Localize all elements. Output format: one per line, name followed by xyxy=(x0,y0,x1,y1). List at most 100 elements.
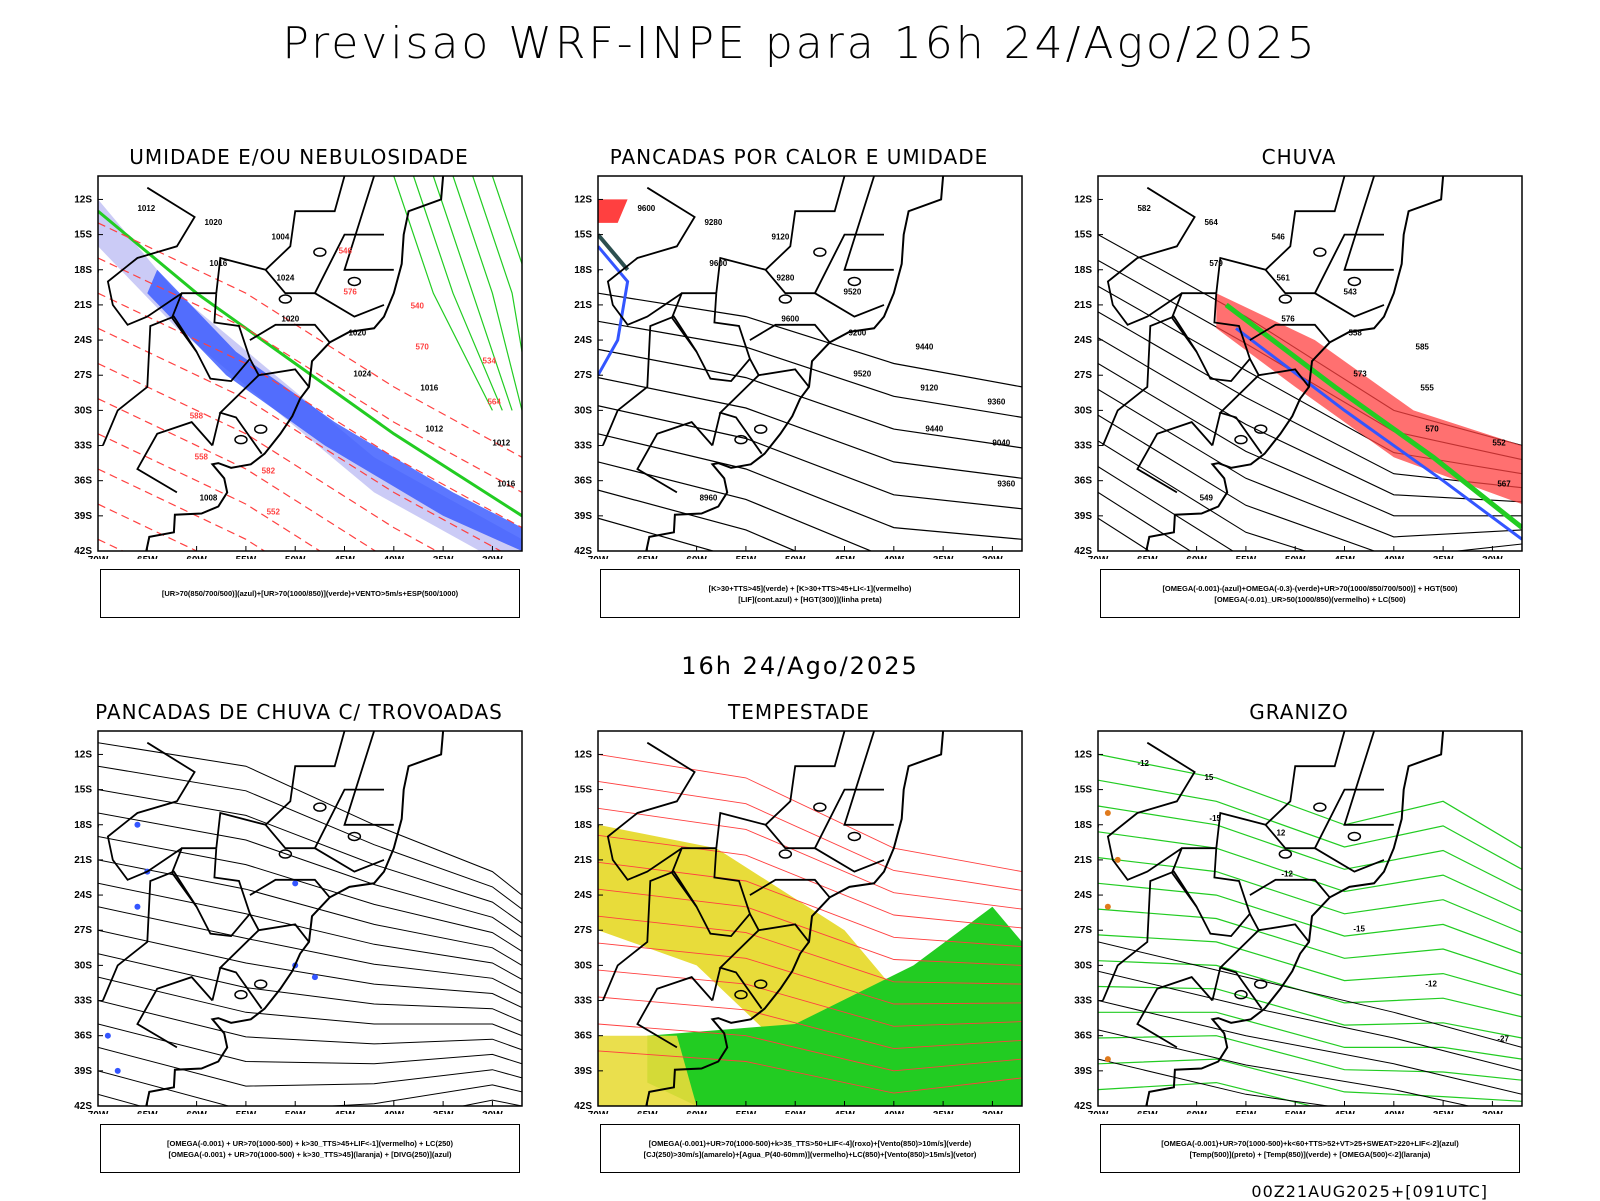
lake-outline xyxy=(278,294,293,304)
lon-tick-label: 35W xyxy=(433,555,454,559)
lat-tick-label: 30S xyxy=(1074,405,1092,416)
lon-tick-label: 30W xyxy=(482,1110,503,1114)
lake-outline xyxy=(1313,802,1327,812)
contour-label: 582 xyxy=(1137,204,1151,213)
country-border xyxy=(1106,186,1196,326)
lat-tick-label: 39S xyxy=(74,511,92,522)
east-coastline xyxy=(645,176,945,551)
divergence-spot xyxy=(311,974,318,981)
country-border xyxy=(715,256,766,294)
country-border xyxy=(670,292,751,383)
country-border xyxy=(211,967,222,1001)
contour-label: 1008 xyxy=(200,494,218,503)
contour-label: 1016 xyxy=(209,259,227,268)
lat-tick-label: 42S xyxy=(574,1101,592,1112)
lake-outline xyxy=(1234,989,1248,1000)
thickness-contour xyxy=(98,222,522,458)
wind-contour xyxy=(472,176,522,356)
contour-label: 555 xyxy=(1420,383,1434,392)
lat-tick-label: 36S xyxy=(574,1031,592,1042)
lon-tick-label: 50W xyxy=(1285,555,1306,559)
lake-outline xyxy=(253,979,268,989)
legend-line-1: [OMEGA(-0.001)-(azul)+OMEGA(-0.3)-(verde… xyxy=(1162,583,1458,593)
contour-label: 9280 xyxy=(776,273,794,282)
contour-label: 576 xyxy=(344,287,358,296)
legend-line-2: [LIF](cont.azul) + [HGT(300)](linha pret… xyxy=(738,594,882,604)
divergence-spot xyxy=(292,880,299,887)
map-svg: 582 579 576 573 570 567 564 561 558 555 552 549 546 5… xyxy=(1074,175,1523,559)
lat-tick-label: 24S xyxy=(574,335,592,346)
lon-tick-label: 55W xyxy=(1236,555,1257,559)
lat-tick-label: 30S xyxy=(74,405,92,416)
contour-label: 558 xyxy=(195,453,209,462)
streamline-850 xyxy=(598,753,1022,873)
country-border xyxy=(218,929,263,1010)
temp850-contour xyxy=(1098,1081,1314,1106)
panel-title: TEMPESTADE xyxy=(728,700,870,724)
contour-label: 8960 xyxy=(700,494,718,503)
lat-tick-label: 12S xyxy=(574,194,592,205)
instability-area xyxy=(598,199,628,223)
contour-label: 552 xyxy=(267,508,281,517)
lat-tick-label: 39S xyxy=(574,511,592,522)
map-frame xyxy=(97,175,523,552)
hgt500-contour xyxy=(1098,337,1522,503)
lat-tick-label: 15S xyxy=(574,785,592,796)
page-title: Previsao WRF-INPE para 16h 24/Ago/2025 xyxy=(282,18,1318,69)
country-border xyxy=(715,811,766,849)
lon-tick-label: 35W xyxy=(933,555,954,559)
lat-tick-label: 12S xyxy=(1074,194,1092,205)
hgt500-contour xyxy=(1098,388,1522,538)
contour-label: 540 xyxy=(411,301,425,310)
contour-label: 9600 xyxy=(637,204,655,213)
country-border xyxy=(1218,374,1263,455)
lon-tick-label: 45W xyxy=(1334,555,1355,559)
lon-tick-label: 30W xyxy=(1482,555,1503,559)
lat-tick-label: 27S xyxy=(74,370,92,381)
contour-label: 588 xyxy=(190,412,204,421)
lon-tick-label: 60W xyxy=(186,555,207,559)
humidity-core xyxy=(147,269,522,551)
lat-tick-label: 39S xyxy=(1074,511,1092,522)
lat-tick-label: 36S xyxy=(74,1031,92,1042)
contour-label: 576 xyxy=(1281,314,1295,323)
streamline-850 xyxy=(598,915,1022,985)
east-coastline xyxy=(145,731,445,1106)
panel-title: CHUVA xyxy=(1261,145,1337,169)
contour-label: 1012 xyxy=(492,439,510,448)
contour-label: 9520 xyxy=(853,369,871,378)
east-coastline xyxy=(645,731,945,1106)
lake-outline xyxy=(313,247,327,257)
country-border xyxy=(218,374,263,455)
temp850-contour xyxy=(1098,1058,1522,1102)
map-tempestade: 12S 15S 18S 21S 24S 27S 30S 33S 36S 39S 42S70W 65W 6… xyxy=(554,724,1044,1114)
east-coastline xyxy=(1145,176,1445,551)
contour-label: 543 xyxy=(1344,287,1358,296)
lat-tick-label: 15S xyxy=(74,785,92,796)
lon-tick-label: 40W xyxy=(384,1110,405,1114)
contour-label: -15 xyxy=(1209,814,1221,823)
divergence-spot xyxy=(104,1032,111,1039)
contour-label: 9360 xyxy=(987,398,1005,407)
lat-tick-label: 42S xyxy=(74,546,92,557)
contour-label: 1004 xyxy=(272,232,290,241)
map-svg: 1012 1016 1020 1024 1012 1016 1020 1024 1020 1016… xyxy=(74,175,523,559)
lake-outline xyxy=(734,989,748,1000)
contour-label: 15 xyxy=(1204,773,1213,782)
lake-outline xyxy=(778,294,793,304)
lat-tick-label: 30S xyxy=(574,960,592,971)
lat-tick-label: 27S xyxy=(1074,370,1092,381)
divergence-spot xyxy=(114,1067,121,1074)
map-svg: 9600 9600 9600 9520 9440 9360 9280 9280 9200 9120… xyxy=(574,175,1023,559)
lat-tick-label: 21S xyxy=(74,300,92,311)
panel-legend: [OMEGA(-0.001)+UR>70(1000-500)+k>35_TTS>… xyxy=(600,1124,1020,1173)
streamline xyxy=(98,836,522,952)
temp850-contour xyxy=(1098,805,1522,891)
streamline-850 xyxy=(598,1050,1022,1094)
lon-tick-label: 45W xyxy=(834,1110,855,1114)
lon-tick-label: 60W xyxy=(686,555,707,559)
lake-outline xyxy=(234,434,248,445)
temp850-contour xyxy=(1098,934,1522,997)
panel-legend: [OMEGA(-0.001)+UR>70(1000-500)+k<60+TTS>… xyxy=(1100,1124,1520,1173)
lon-tick-label: 55W xyxy=(736,555,757,559)
